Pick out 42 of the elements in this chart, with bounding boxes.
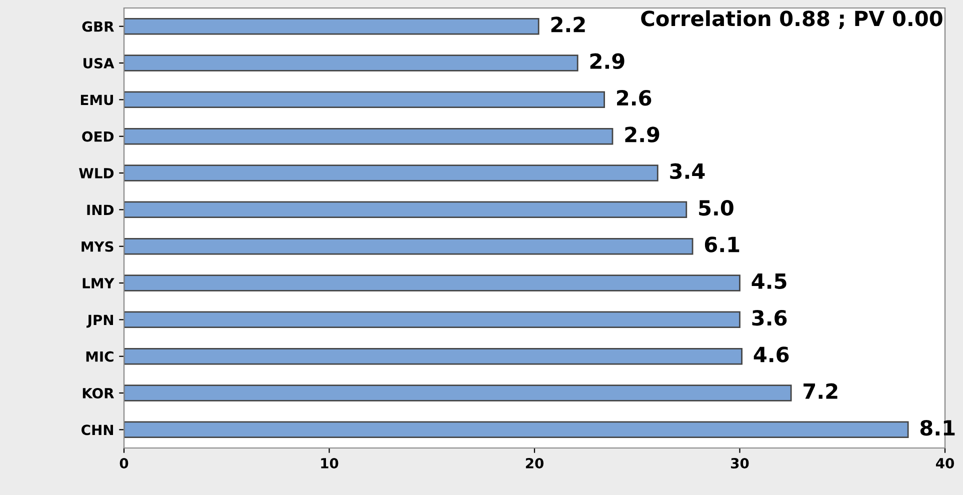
bar xyxy=(124,164,658,182)
bar xyxy=(124,421,909,438)
annotation: 8.1 xyxy=(920,420,955,436)
y-tick-label: WLD xyxy=(78,168,114,178)
bar xyxy=(124,348,742,365)
bar xyxy=(124,311,740,328)
bar xyxy=(124,384,792,402)
y-tick-label: OED xyxy=(82,131,114,142)
annotation: 3.6 xyxy=(752,310,787,326)
y-tick-label: LMY xyxy=(82,278,114,288)
y-tick-label: GBR xyxy=(82,21,114,32)
bar xyxy=(124,91,605,108)
annotation: 3.4 xyxy=(670,163,705,180)
annotation: 4.5 xyxy=(752,274,786,290)
annotation: 2.6 xyxy=(617,90,652,106)
annotation: 7.2 xyxy=(804,383,838,399)
y-tick-label: MIC xyxy=(86,351,114,362)
y-tick-label: KOR xyxy=(82,388,114,398)
annotation: 2.2 xyxy=(551,16,585,32)
x-tick-label: 10 xyxy=(321,458,338,468)
bar xyxy=(124,274,740,292)
y-tick-label: CHN xyxy=(82,424,114,436)
bar xyxy=(124,201,688,218)
annotation: 6.1 xyxy=(704,236,740,252)
annotation: 2.9 xyxy=(590,53,624,70)
bar xyxy=(124,54,578,72)
y-tick-label: MYS xyxy=(82,241,114,252)
annotation: 5.0 xyxy=(699,200,734,216)
annotation: 2.9 xyxy=(625,126,660,142)
y-tick-label: JPN xyxy=(86,314,114,328)
x-tick-label: 30 xyxy=(731,458,749,468)
annotation: 4.6 xyxy=(754,346,789,362)
x-tick-label: 0 xyxy=(120,458,128,468)
x-tick-label: 20 xyxy=(526,458,544,468)
bar xyxy=(124,18,540,35)
y-tick-label: EMU xyxy=(80,94,113,106)
bar xyxy=(124,128,614,145)
annotation: Correlation 0.88 ; PV 0.00 xyxy=(641,10,942,29)
y-tick-label: IND xyxy=(87,204,114,215)
y-tick-label: USA xyxy=(84,58,114,68)
x-tick-label: 40 xyxy=(936,458,954,468)
bar xyxy=(124,238,694,255)
